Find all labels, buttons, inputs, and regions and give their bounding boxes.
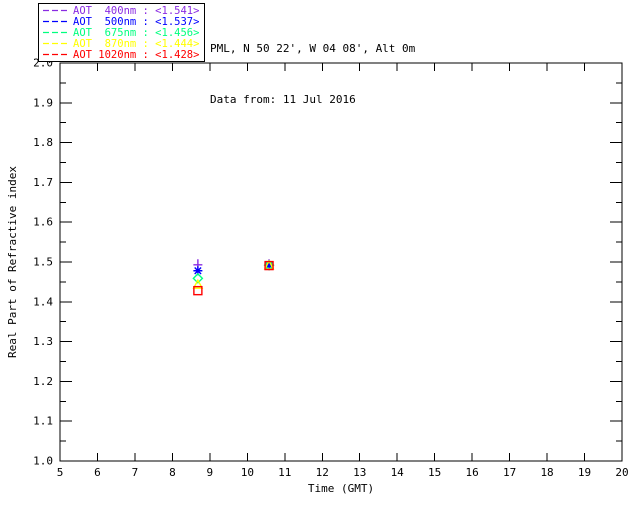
legend-dash-line (43, 9, 69, 12)
legend-item-1020nm: AOT 1020nm : <1.428> (43, 48, 204, 61)
y-tick-label: 1.7 (33, 176, 53, 189)
marker-square (264, 260, 274, 271)
plot-title: PML, N 50 22', W 04 08', Alt 0m (210, 42, 416, 55)
marker-asterisk (193, 266, 203, 276)
legend-dash-line (43, 20, 69, 23)
y-tick-label: 1.1 (33, 415, 53, 428)
legend: AOT 400nm : <1.541> AOT 500nm : <1.537> AO… (38, 3, 205, 62)
legend-dash-line (43, 42, 69, 45)
y-tick-label: 1.5 (33, 256, 53, 269)
plot-subtitle: Data from: 11 Jul 2016 (210, 93, 356, 106)
x-tick-label: 9 (207, 466, 214, 479)
y-axis-title: Real Part of Refractive index (6, 166, 19, 358)
x-tick-label: 6 (94, 466, 101, 479)
legend-item-870nm: AOT 870nm : <1.444> (43, 37, 204, 50)
x-axis-title: Time (GMT) (308, 482, 374, 495)
x-tick-label: 5 (57, 466, 64, 479)
y-tick-label: 1.2 (33, 375, 53, 388)
x-tick-label: 17 (503, 466, 516, 479)
y-tick-label: 1.6 (33, 216, 53, 229)
x-tick-label: 18 (540, 466, 553, 479)
y-tick-label: 1.8 (33, 136, 53, 149)
legend-label: AOT 500nm : <1.537> (73, 15, 200, 28)
x-tick-label: 12 (316, 466, 329, 479)
legend-label: AOT 1020nm : <1.428> (73, 48, 200, 61)
legend-dash-line (43, 31, 69, 34)
y-tick-label: 1.0 (33, 455, 53, 468)
marker-asterisk (264, 260, 274, 270)
marker-square (193, 285, 203, 296)
x-tick-label: 14 (391, 466, 405, 479)
legend-item-500nm: AOT 500nm : <1.537> (43, 15, 204, 28)
legend-item-675nm: AOT 675nm : <1.456> (43, 26, 204, 39)
x-tick-label: 11 (278, 466, 291, 479)
marker-diamond (192, 272, 204, 284)
legend-label: AOT 870nm : <1.444> (73, 37, 200, 50)
marker-triangle (192, 278, 204, 289)
legend-label: AOT 675nm : <1.456> (73, 26, 200, 39)
legend-item-400nm: AOT 400nm : <1.541> (43, 4, 204, 17)
plot-header: PML, N 50 22', W 04 08', Alt 0m Data fro… (210, 6, 415, 142)
x-tick-label: 16 (466, 466, 479, 479)
x-tick-label: 7 (132, 466, 139, 479)
x-tick-label: 8 (169, 466, 176, 479)
legend-dash-line (43, 53, 69, 56)
y-tick-label: 1.9 (33, 96, 53, 109)
legend-label: AOT 400nm : <1.541> (73, 4, 200, 17)
x-tick-label: 20 (615, 466, 628, 479)
y-tick-label: 1.4 (33, 295, 53, 308)
y-tick-label: 1.3 (33, 335, 53, 348)
x-tick-label: 13 (353, 466, 366, 479)
x-tick-label: 19 (578, 466, 591, 479)
x-tick-label: 10 (241, 466, 254, 479)
x-tick-label: 15 (428, 466, 441, 479)
